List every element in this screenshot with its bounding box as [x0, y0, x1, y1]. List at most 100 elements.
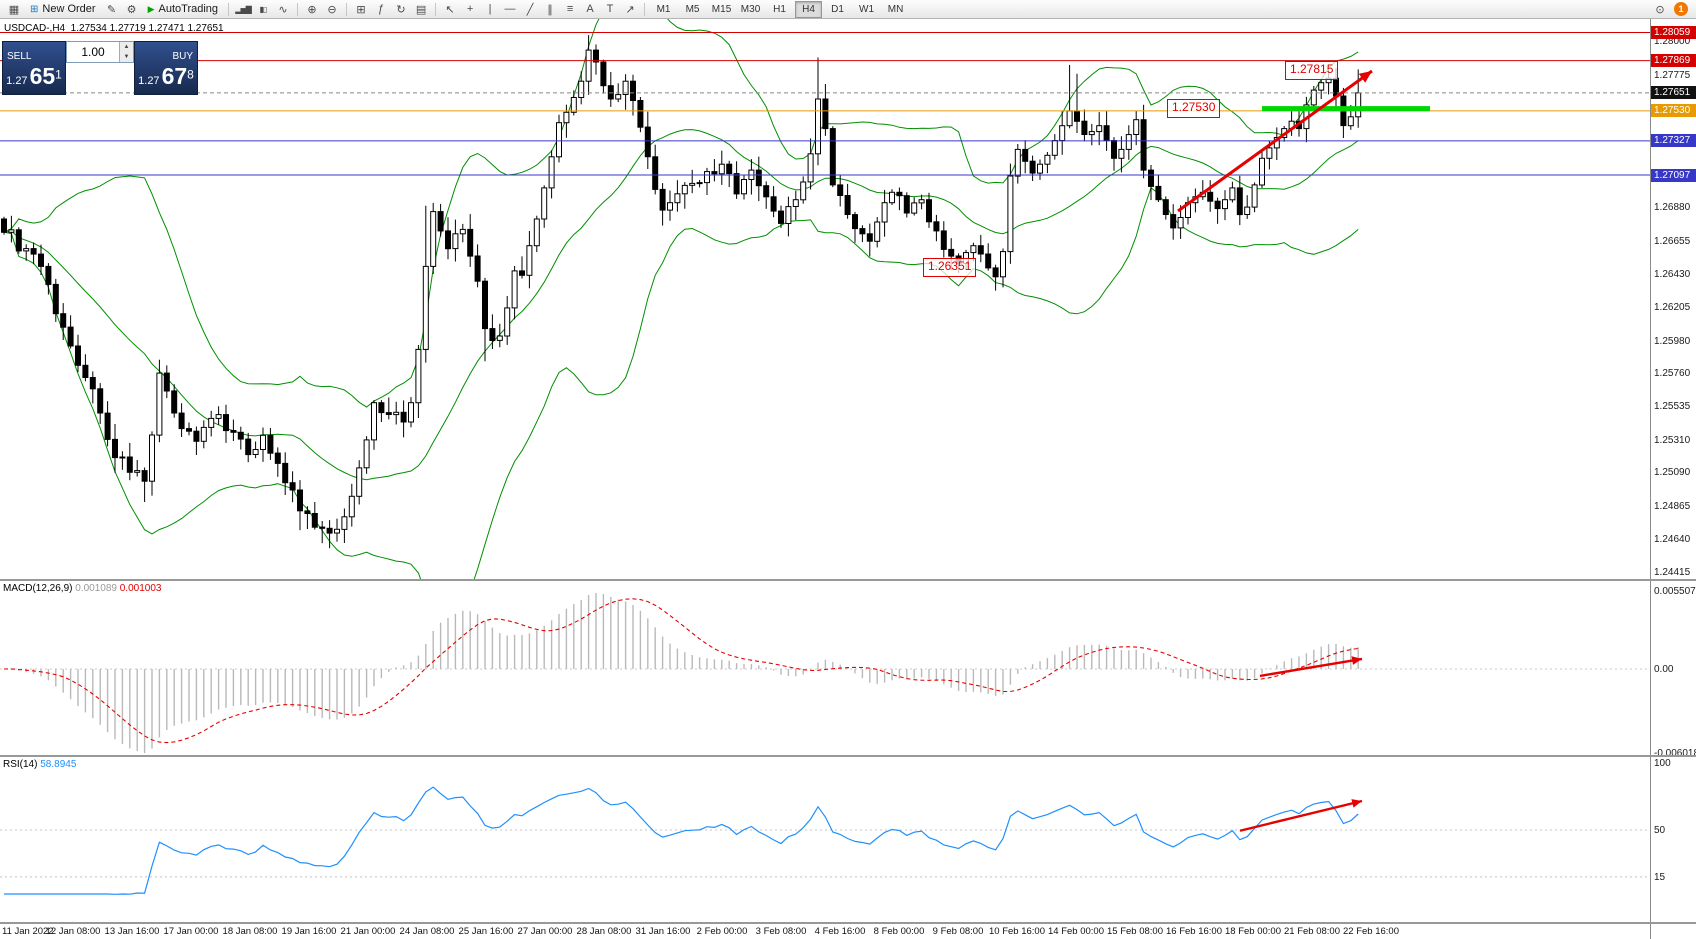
price-axis-label-1.25535: 1.25535 — [1654, 401, 1691, 413]
arrow-tool-icon[interactable]: ↗ — [625, 3, 635, 16]
rsi-name: RSI(14) — [3, 759, 38, 770]
price-tag-1.27530: 1.27530 — [1651, 104, 1696, 118]
time-axis-label: 28 Jan 08:00 — [576, 926, 632, 937]
price-axis[interactable]: 1.28000 1.27775 1.26880 1.26655 1.26430 1.262… — [1650, 19, 1696, 939]
bar-chart-icon[interactable]: ▂▅▇ — [235, 4, 251, 14]
price-axis-label-1.28000: 1.28000 — [1654, 36, 1691, 48]
macd-main-value: 0.001089 — [75, 583, 117, 594]
timeframe-button-m1[interactable]: M1 — [656, 3, 671, 15]
horizontal-levels — [0, 32, 1650, 176]
cursor-icon[interactable]: ↖ — [445, 3, 455, 16]
horizontal-line-icon[interactable]: — — [504, 3, 516, 15]
rsi-axis-label-100: 100 — [1654, 758, 1671, 769]
bollinger-upper — [3, 19, 1359, 408]
price-axis-label-1.26430: 1.26430 — [1654, 268, 1691, 280]
time-axis-label: 15 Feb 08:00 — [1107, 926, 1163, 937]
tile-windows-icon[interactable]: ⊞ — [356, 3, 366, 16]
price-axis-label-1.25310: 1.25310 — [1654, 434, 1691, 446]
time-axis-label: 22 Feb 16:00 — [1343, 926, 1399, 937]
templates-icon[interactable]: ▤ — [415, 3, 427, 16]
macd-axis-label-0.005507: 0.005507 — [1654, 586, 1696, 598]
toolbar-separator — [644, 2, 646, 16]
volume-up-button[interactable]: ▲ — [120, 42, 133, 52]
time-axis[interactable]: 11 Jan 2022 12 Jan 08:00 13 Jan 16:00 17 Ja… — [0, 924, 1650, 939]
time-axis-label: 13 Jan 16:00 — [104, 926, 160, 937]
timeframe-button-h4[interactable]: H4 — [795, 0, 823, 18]
zoom-out-icon[interactable]: ⊖ — [327, 3, 337, 16]
macd-name: MACD(12,26,9) — [3, 583, 73, 594]
price-chart-panel[interactable]: USDCAD-,H4 1.27534 1.27719 1.27471 1.276… — [0, 19, 1650, 579]
metaeditor-icon[interactable]: ✎ — [106, 3, 117, 16]
line-chart-icon[interactable]: ∿ — [278, 3, 288, 16]
volume-input[interactable]: 1.00 ▲ ▼ — [66, 41, 134, 63]
chart-window-icon[interactable]: ▦ — [8, 3, 20, 16]
volume-down-button[interactable]: ▼ — [120, 52, 133, 62]
macd-panel[interactable]: MACD(12,26,9) 0.001089 0.001003 — [0, 581, 1650, 755]
price-axis-label-1.27775: 1.27775 — [1654, 69, 1691, 81]
buy-button[interactable]: BUY 1.27678 — [134, 41, 198, 95]
panel-separator-rsi[interactable] — [0, 755, 1696, 757]
time-axis-label: 18 Jan 08:00 — [222, 926, 278, 937]
price-tag-1.27097: 1.27097 — [1651, 168, 1696, 182]
timeframe-button-d1[interactable]: D1 — [831, 3, 844, 15]
volume-value: 1.00 — [81, 45, 105, 59]
price-tag-1.27651: 1.27651 — [1651, 86, 1696, 100]
channel-icon[interactable]: ∥ — [547, 3, 553, 16]
candlestick-chart-icon[interactable]: ▮▯ — [259, 4, 268, 14]
bollinger-lower — [3, 186, 1359, 579]
text-icon[interactable]: A — [586, 3, 594, 15]
timeframe-button-m5[interactable]: M5 — [685, 3, 700, 15]
price-axis-label-1.25980: 1.25980 — [1654, 335, 1691, 347]
toolbar-separator — [346, 2, 348, 16]
options-icon[interactable]: ⚙ — [126, 3, 137, 16]
rsi-canvas — [0, 786, 1650, 895]
panel-separator-bottom — [0, 922, 1696, 924]
main-toolbar: ▦ ⊞ New Order ✎ ⚙ ▶ AutoTrading ▂▅▇ ▮▯ ∿ ⊕ ⊖ ⊞… — [0, 0, 1696, 19]
crosshair-icon[interactable]: + — [466, 3, 474, 15]
macd-histogram — [10, 593, 1359, 753]
autotrading-button[interactable]: ▶ AutoTrading — [142, 1, 224, 18]
bollinger-middle — [3, 129, 1359, 481]
toolbar-separator — [228, 2, 230, 16]
periods-icon[interactable]: ↻ — [396, 3, 406, 16]
price-annotation-1.27530: 1.27530 — [1167, 99, 1221, 118]
timeframe-button-mn[interactable]: MN — [887, 3, 904, 15]
price-annotation-1.27815: 1.27815 — [1285, 61, 1339, 80]
fibonacci-icon[interactable]: ≡ — [566, 3, 574, 15]
time-axis-label: 19 Jan 16:00 — [281, 926, 337, 937]
time-axis-label: 10 Feb 16:00 — [989, 926, 1045, 937]
price-chart-canvas[interactable] — [0, 19, 1650, 579]
timeframe-button-w1[interactable]: W1 — [859, 3, 875, 15]
indicators-icon[interactable]: ƒ — [377, 3, 385, 15]
vertical-line-icon[interactable]: | — [488, 3, 492, 15]
text-label-icon[interactable]: T — [606, 3, 614, 15]
time-axis-label: 25 Jan 16:00 — [458, 926, 514, 937]
timeframe-button-m30[interactable]: M30 — [740, 3, 761, 15]
price-axis-label-1.24415: 1.24415 — [1654, 567, 1691, 579]
rsi-value: 58.8945 — [40, 759, 77, 770]
rsi-axis-label-15: 15 — [1654, 871, 1666, 883]
time-axis-label: 21 Feb 08:00 — [1284, 926, 1340, 937]
zoom-in-icon[interactable]: ⊕ — [307, 3, 317, 16]
volume-spinner: ▲ ▼ — [119, 42, 133, 62]
panel-separator-macd[interactable] — [0, 579, 1696, 581]
chart-workspace: USDCAD-,H4 1.27534 1.27719 1.27471 1.276… — [0, 19, 1696, 939]
price-annotation-1.26351: 1.26351 — [923, 258, 977, 277]
new-order-button[interactable]: ⊞ New Order — [24, 1, 102, 18]
timeframe-button-m15[interactable]: M15 — [711, 3, 732, 15]
timeframe-button-h1[interactable]: H1 — [773, 3, 786, 15]
trend-arrow-up — [1177, 69, 1373, 213]
notification-badge[interactable]: 1 — [1674, 2, 1688, 16]
trendline-icon[interactable]: ╱ — [526, 3, 534, 16]
price-tag-1.27869: 1.27869 — [1651, 54, 1696, 68]
new-order-label: New Order — [42, 3, 96, 15]
toolbar-separator — [435, 2, 437, 16]
time-axis-label: 18 Feb 00:00 — [1225, 926, 1281, 937]
sell-button[interactable]: SELL 1.27651 — [2, 41, 66, 95]
rsi-axis-label-50: 50 — [1654, 825, 1666, 836]
new-order-icon: ⊞ — [30, 3, 39, 15]
price-axis-label-1.24865: 1.24865 — [1654, 500, 1691, 512]
search-icon[interactable]: ⊙ — [1655, 3, 1665, 16]
rsi-panel[interactable]: RSI(14) 58.8945 — [0, 757, 1650, 922]
